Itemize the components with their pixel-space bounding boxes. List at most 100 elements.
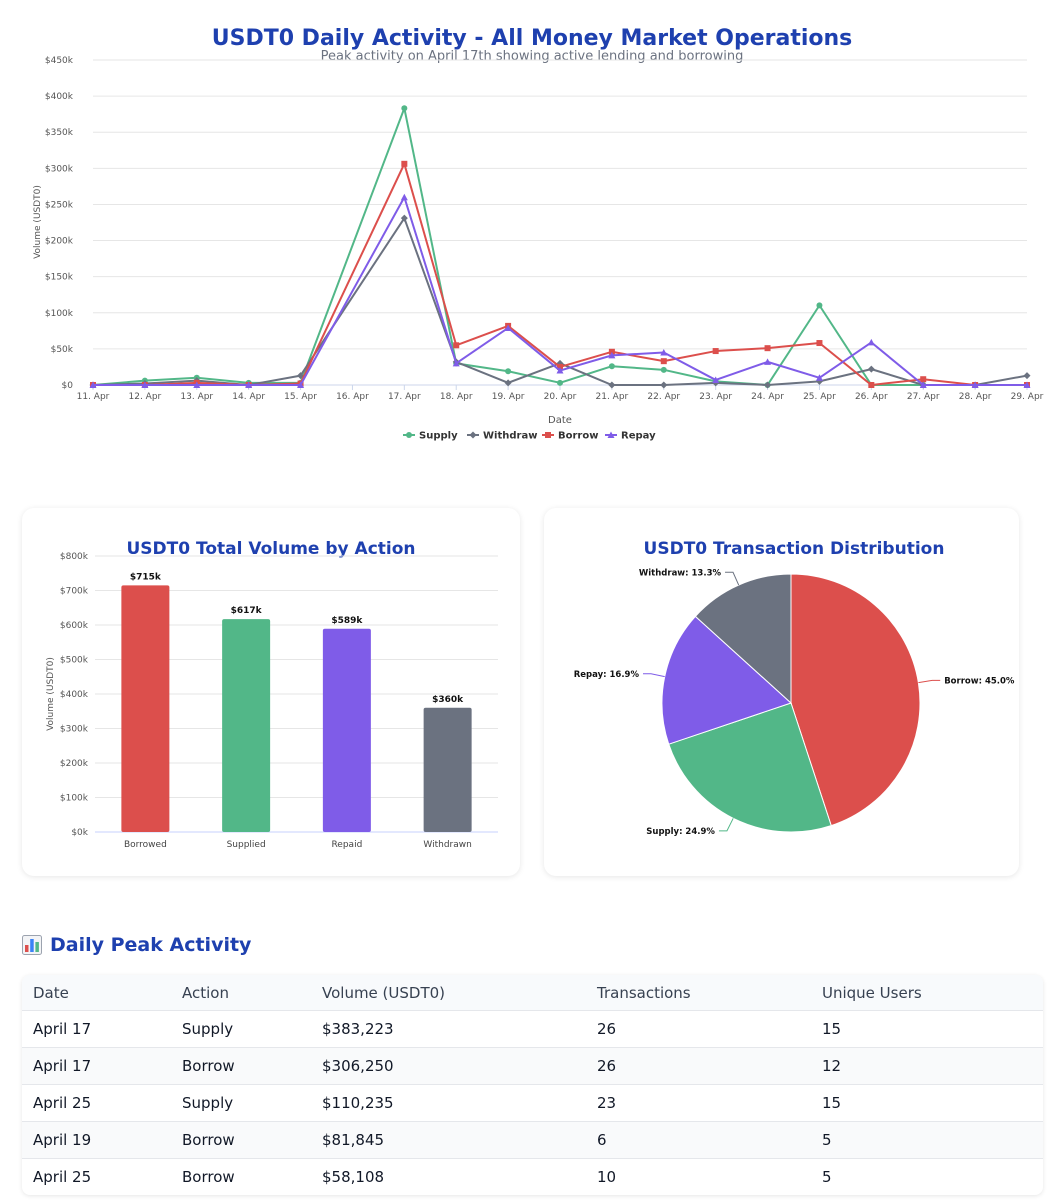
line-y-tick-label: $50k	[51, 345, 74, 355]
data-point	[453, 342, 460, 349]
bar-withdrawn: $360k Withdrawn	[423, 695, 471, 850]
bar-repaid: $589k Repaid	[322, 616, 371, 850]
header-action: Action	[171, 975, 311, 1011]
data-point	[504, 324, 512, 331]
bar-value-label: $589k	[331, 616, 363, 626]
legend-marker	[607, 431, 615, 438]
line-x-tick-label: 19. Apr	[492, 392, 525, 402]
line-y-axis-label: Volume (USDT0)	[33, 185, 43, 259]
data-point	[1023, 372, 1031, 380]
bar-value-label: $617k	[231, 606, 263, 616]
series-line	[93, 162, 1027, 386]
data-point	[193, 381, 201, 388]
daily-activity-line-chart: USDT0 Daily Activity - All Money Market …	[33, 26, 1044, 442]
data-point	[245, 381, 253, 388]
cell-action: Borrow	[171, 1158, 311, 1195]
line-x-tick-label: 27. Apr	[907, 392, 940, 402]
line-x-tick-label: 26. Apr	[855, 392, 888, 402]
line-y-tick-label: $450k	[45, 56, 74, 66]
line-x-tick-label: 29. Apr	[1011, 392, 1044, 402]
cell-unique-users: 12	[811, 1047, 1043, 1085]
data-point	[764, 345, 771, 352]
daily-peak-title: Daily Peak Activity	[22, 934, 251, 956]
data-point	[141, 381, 149, 388]
data-point	[971, 381, 979, 388]
daily-peak-table: Date Action Volume (USDT0) Transactions …	[22, 975, 1043, 1195]
cell-date: April 25	[22, 1158, 171, 1195]
cell-unique-users: 5	[811, 1158, 1043, 1195]
line-x-tick-label: 25. Apr	[803, 392, 836, 402]
header-date: Date	[22, 975, 171, 1011]
data-point	[400, 214, 408, 222]
bar-y-tick-label: $500k	[60, 656, 89, 666]
legend-item-withdraw[interactable]: Withdraw	[467, 431, 537, 442]
slice-label: Withdraw: 13.3%	[639, 568, 722, 578]
daily-peak-title-text: Daily Peak Activity	[50, 934, 252, 956]
bar-chart-title: USDT0 Total Volume by Action	[127, 539, 416, 559]
line-chart-subtitle: Peak activity on April 17th showing acti…	[321, 49, 744, 64]
line-x-tick-label: 14. Apr	[232, 392, 265, 402]
legend-item-supply[interactable]: Supply	[403, 431, 458, 442]
series-line	[92, 107, 1027, 386]
bar-y-tick-label: $300k	[60, 725, 89, 735]
data-point	[89, 381, 97, 388]
total-volume-bar-chart: USDT0 Total Volume by Action $0k $100k $200…	[46, 539, 498, 850]
bar-y-tick-label: $200k	[60, 759, 89, 769]
line-x-tick-label: 13. Apr	[180, 392, 213, 402]
data-point	[608, 381, 616, 389]
slice-path	[661, 615, 792, 745]
cell-action: Borrow	[171, 1047, 311, 1085]
legend-marker	[406, 432, 412, 438]
header-volume: Volume (USDT0)	[311, 975, 586, 1011]
table-header-row: Date Action Volume (USDT0) Transactions …	[22, 975, 1043, 1011]
cell-unique-users: 15	[811, 1084, 1043, 1122]
cell-date: April 19	[22, 1121, 171, 1159]
bar-value-label: $360k	[432, 695, 464, 705]
legend-item-borrow[interactable]: Borrow	[542, 431, 598, 442]
data-point	[1023, 381, 1031, 388]
slice-repay: Repay: 16.9%	[574, 615, 792, 745]
line-x-tick-label: 23. Apr	[699, 392, 732, 402]
legend-item-repay[interactable]: Repay	[605, 431, 656, 442]
line-x-tick-label: 16. Apr	[336, 392, 369, 402]
header-unique-users: Unique Users	[811, 975, 1043, 1011]
data-point	[608, 348, 615, 355]
bar-y-tick-label: $100k	[60, 794, 89, 804]
line-x-tick-label: 20. Apr	[544, 392, 577, 402]
data-point	[297, 381, 305, 388]
cell-volume: $81,845	[311, 1121, 586, 1159]
line-x-tick-label: 21. Apr	[596, 392, 629, 402]
slice-connector	[643, 673, 665, 678]
header-transactions: Transactions	[586, 975, 811, 1011]
table-row: April 19 Borrow $81,845 6 5	[22, 1121, 1043, 1159]
bar-chart-icon	[22, 935, 42, 955]
series-repay	[89, 193, 1031, 388]
data-point	[660, 358, 667, 365]
data-point	[712, 376, 720, 383]
bar-category-label: Supplied	[227, 840, 266, 850]
line-x-tick-label: 15. Apr	[284, 392, 317, 402]
cell-volume: $306,250	[311, 1047, 586, 1085]
bar-value-label: $715k	[130, 572, 162, 582]
line-x-tick-label: 28. Apr	[959, 392, 992, 402]
slice-path	[694, 573, 792, 705]
slice-supply: Supply: 24.9%	[646, 702, 832, 837]
bar-category-label: Borrowed	[124, 840, 167, 850]
cell-date: April 17	[22, 1047, 171, 1085]
data-point	[868, 382, 875, 388]
line-x-tick-label: 24. Apr	[751, 392, 784, 402]
bar-rect	[423, 707, 472, 832]
bar-y-tick-label: $800k	[60, 552, 89, 562]
line-y-tick-label: $400k	[45, 92, 74, 102]
bar-category-label: Withdrawn	[423, 840, 471, 850]
slice-label: Borrow: 45.0%	[944, 676, 1015, 686]
bar-rect	[121, 585, 170, 832]
table-row: April 17 Borrow $306,250 26 12	[22, 1047, 1043, 1085]
line-y-tick-label: $300k	[45, 164, 74, 174]
cell-volume: $383,223	[311, 1010, 586, 1048]
bar-rect	[322, 628, 371, 832]
data-point	[452, 359, 460, 367]
legend-label: Repay	[621, 431, 656, 442]
data-point	[867, 338, 875, 346]
bar-supplied: $617k Supplied	[222, 606, 271, 850]
